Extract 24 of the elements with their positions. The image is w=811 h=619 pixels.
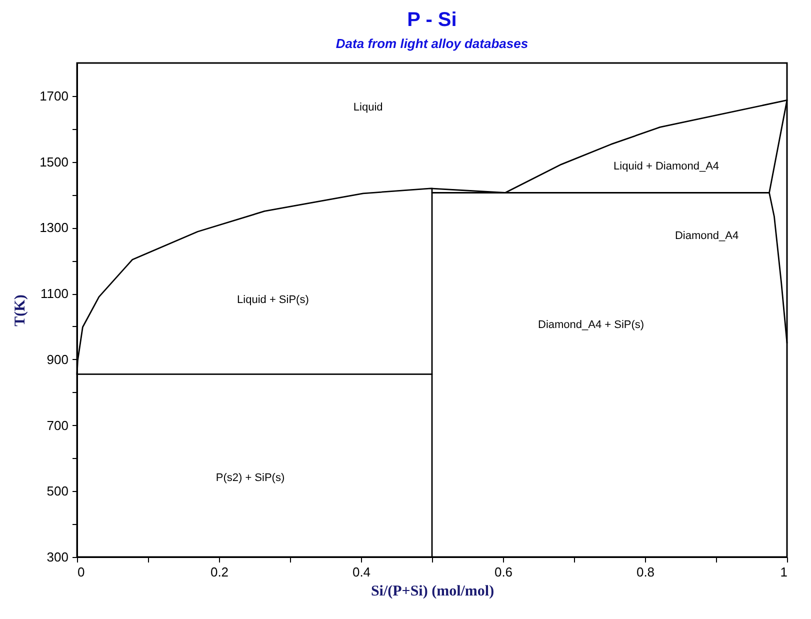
x-tick-label: 0.2 [210, 564, 229, 580]
y-tick-label: 1700 [40, 88, 68, 104]
y-tick-label: 900 [46, 352, 68, 367]
annotation: P(s2) + SiP(s) [216, 472, 285, 484]
x-tick-label: 0.4 [352, 564, 371, 580]
y-tick-label: 1100 [40, 286, 68, 302]
y-tick-label: 500 [46, 484, 68, 499]
y-axis-title: T(K) [12, 294, 29, 326]
y-tick-label: 1300 [40, 220, 68, 236]
y-tick-label: 700 [46, 418, 68, 433]
chart-title: P - Si [407, 9, 457, 31]
annotation: Liquid [353, 101, 383, 114]
y-tick-label: 300 [46, 550, 68, 564]
y-tick-label: 1500 [40, 154, 68, 170]
x-tick-label: 1 [780, 564, 788, 580]
x-axis-title: Si/(P+Si) (mol/mol) [370, 584, 494, 600]
annotation: Diamond_A4 + SiP(s) [538, 318, 644, 331]
annotation: Diamond_A4 [674, 230, 739, 242]
x-tick-label: 0.8 [636, 564, 655, 580]
x-tick-label: 0 [78, 564, 85, 580]
annotation: Liquid + SiP(s) [237, 294, 309, 306]
chart-subtitle: Data from light alloy databases [336, 36, 528, 51]
x-tick-label: 0.6 [494, 564, 513, 580]
annotation: Liquid + Diamond_A4 [614, 160, 720, 173]
